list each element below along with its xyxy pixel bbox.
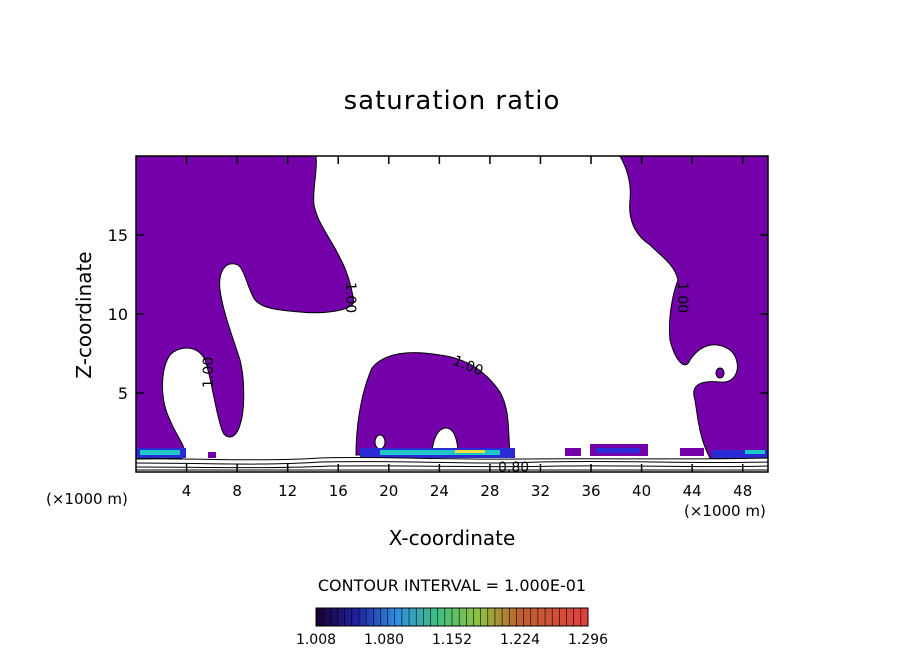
- contour-interval-text: CONTOUR INTERVAL = 1.000E-01: [317, 576, 587, 595]
- x-tick-label: 24: [430, 482, 449, 500]
- patch-3: [596, 448, 640, 453]
- surface-contour-3: [136, 465, 768, 469]
- x-tick-label: 32: [531, 482, 550, 500]
- colorbar-dividers: [322, 608, 582, 626]
- x-tick-label: 4: [182, 482, 192, 500]
- x-tick-label: 12: [278, 482, 297, 500]
- surface-contour-1: [136, 456, 768, 461]
- hole-middle-2: [374, 434, 386, 450]
- x-tick-label: 44: [683, 482, 702, 500]
- x-tick-label: 28: [480, 482, 499, 500]
- contour-label-1: 1.00: [342, 282, 358, 313]
- x-unit-label-right: (×1000 m): [684, 502, 766, 520]
- x-tick-label: 48: [733, 482, 752, 500]
- colorbar-tick-label: 1.080: [363, 632, 405, 648]
- colorbar-tick-label: 1.008: [295, 632, 337, 648]
- chart-title: saturation ratio: [343, 86, 561, 116]
- patch-1: [565, 448, 581, 456]
- x-tick-label: 40: [632, 482, 651, 500]
- colorbar: [315, 607, 589, 627]
- x-tick-label: 36: [581, 482, 600, 500]
- y-axis-ticks: 5 10 15: [108, 226, 768, 403]
- y-tick-label: 10: [108, 305, 128, 324]
- x-unit-label-left: (×1000 m): [46, 490, 128, 508]
- x-tick-label: 20: [379, 482, 398, 500]
- band-middle-yellow: [455, 450, 485, 453]
- contour-fill-layer: [136, 156, 768, 471]
- contour-label-2: 1.00: [201, 357, 217, 388]
- band-right-cyan: [745, 450, 765, 454]
- hole-right: [715, 367, 725, 379]
- colorbar-tick-label: 1.152: [431, 632, 473, 648]
- colorbar-tick-label: 1.224: [499, 632, 541, 648]
- colorbar-tick-label: 1.296: [567, 632, 609, 648]
- x-tick-label: 8: [232, 482, 242, 500]
- colorbar-tick-labels: 1.008 1.080 1.152 1.224 1.296: [295, 632, 608, 652]
- x-axis-label: X-coordinate: [388, 526, 516, 550]
- fill-region-middle: [355, 352, 511, 456]
- x-axis-ticks: 4 8 12 16 20 24 28 32 36 40 44 48: [182, 156, 752, 500]
- y-tick-label: 15: [108, 226, 128, 245]
- y-tick-label: 5: [118, 384, 128, 403]
- fill-region-top-right: [619, 156, 768, 459]
- band-right: [712, 450, 768, 458]
- contour-label-5: 0.80: [498, 460, 529, 476]
- contour-label-4: 1.00: [674, 282, 690, 313]
- x-tick-label: 16: [329, 482, 348, 500]
- fill-region-top-left: [136, 156, 355, 459]
- patch-5: [208, 452, 216, 458]
- band-left-cyan: [140, 450, 180, 455]
- patch-4: [680, 448, 704, 456]
- surface-contour-2: [136, 460, 768, 465]
- band-middle-cyan: [380, 450, 500, 455]
